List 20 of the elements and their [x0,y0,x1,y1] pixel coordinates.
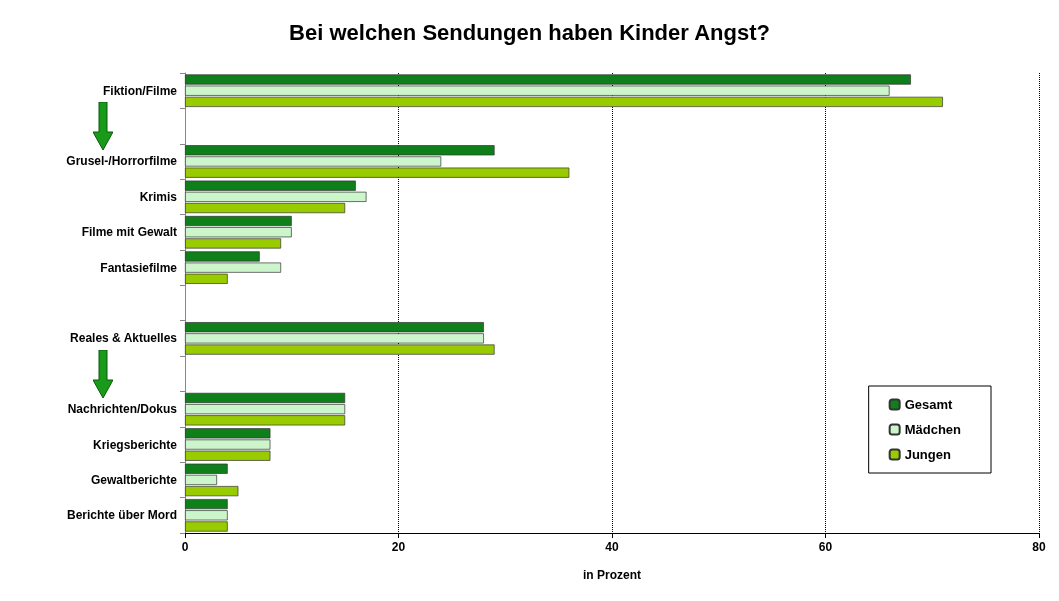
legend-label: Gesamt [904,397,954,412]
x-tick-label: 20 [391,540,406,554]
y-tick-label: Kriegsberichte [92,437,178,452]
y-tick-label: Reales & Aktuelles [70,331,178,346]
y-tick-label: Berichte über Mord [66,508,177,523]
x-axis-title: in Prozent [582,568,642,582]
y-tick-label: Krimis [139,189,178,204]
y-tick-label: Nachrichten/Dokus [67,402,178,417]
y-tick-label: Filme mit Gewalt [81,225,177,240]
chart-title: Bei welchen Sendungen haben Kinder Angst? [289,19,770,45]
x-tick-label: 40 [605,540,619,554]
y-tick-label: Fantasiefilme [100,260,178,275]
y-tick-label: Gewaltberichte [90,472,178,487]
legend-label: Mädchen [904,422,962,437]
x-tick-label: 60 [818,540,833,554]
y-tick-label: Fiktion/Filme [102,83,178,98]
x-tick-label: 0 [181,540,189,554]
legend-label: Jungen [904,447,951,462]
x-tick-label: 80 [1032,540,1046,554]
y-tick-label: Grusel-/Horrorfilme [66,154,178,169]
